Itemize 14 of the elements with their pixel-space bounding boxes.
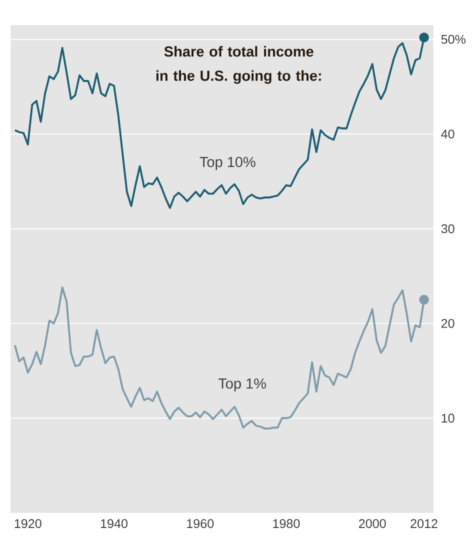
series-label: Top 10%	[200, 156, 256, 170]
y-tick-label: 40	[441, 130, 454, 139]
x-tick-label: 1940	[100, 519, 128, 528]
y-tick-label: 50%	[441, 34, 466, 44]
x-tick-label: 1980	[273, 519, 300, 528]
y-tick-label: 20	[441, 318, 454, 328]
y-tick-label: 30	[441, 224, 454, 234]
x-tick-label: 1960	[187, 519, 214, 528]
text: Share of total income in the U.S. going to the:	[156, 46, 321, 84]
y-tick-label: 10	[442, 414, 454, 423]
x-tick-label: 2000	[358, 519, 386, 528]
x-tick-label: 2012	[410, 519, 438, 528]
x-tick-label: 1920	[14, 519, 42, 528]
series-label: Top 1%	[218, 378, 266, 392]
